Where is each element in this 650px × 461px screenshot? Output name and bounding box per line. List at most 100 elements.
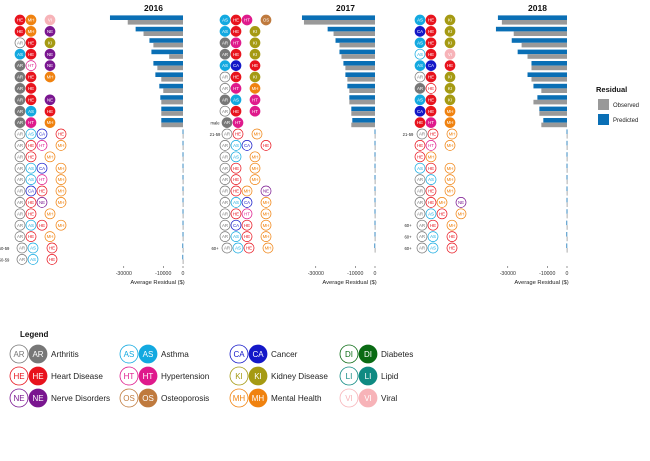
node-label: NE <box>47 29 53 34</box>
row-label: 60+ <box>404 246 412 251</box>
node-he <box>427 219 439 231</box>
legend-code-filled: OS <box>142 394 154 403</box>
node-ca <box>25 185 37 197</box>
legend-outline-ne <box>9 388 29 408</box>
legend-code-outline: CA <box>233 350 245 359</box>
observed-bar <box>374 145 376 150</box>
node-he <box>425 94 437 106</box>
node-label: NE <box>47 63 53 68</box>
legend-outline-he <box>9 366 29 386</box>
node-label: HE <box>447 63 453 68</box>
node-label: MH <box>28 29 35 34</box>
legend-code-outline: OS <box>123 394 135 403</box>
node-ar <box>221 128 233 140</box>
observed-bar <box>374 191 376 196</box>
node-label: HE <box>428 18 434 23</box>
node-mh <box>444 140 456 151</box>
node-he <box>14 26 26 37</box>
legend-code-outline: MH <box>233 394 246 403</box>
predicted-bar <box>151 49 183 55</box>
node-label: MH <box>447 143 454 148</box>
x-axis-label: Average Residual ($) <box>322 280 376 286</box>
node-ar <box>414 71 426 83</box>
node-label: AR <box>222 166 228 171</box>
node-as <box>414 37 426 49</box>
node-label: AR <box>222 189 228 194</box>
observed-bar <box>374 225 376 230</box>
observed-bar <box>182 134 184 139</box>
node-label: AR <box>222 234 228 239</box>
node-he <box>25 37 37 49</box>
node-label: AR <box>17 200 23 205</box>
node-label: NE <box>39 200 45 205</box>
node-label: HE <box>428 200 434 205</box>
observed-bar <box>339 42 375 48</box>
node-as <box>425 208 437 220</box>
node-he <box>425 26 437 37</box>
predicted-bar <box>182 220 184 226</box>
node-he <box>425 48 437 60</box>
legend-code-outline: LI <box>346 372 353 381</box>
node-as <box>25 174 37 185</box>
x-tick-label: -10000 <box>539 271 555 277</box>
legend-code-outline: HE <box>13 372 24 381</box>
node-label: HE <box>252 63 258 68</box>
node-ca <box>230 60 242 71</box>
node-he <box>36 219 48 231</box>
node-label: HE <box>263 143 269 148</box>
node-label: HE <box>439 211 445 216</box>
node-ar <box>219 151 231 163</box>
node-label: HT <box>244 18 250 23</box>
observed-bar <box>374 248 376 253</box>
predicted-bar <box>182 129 184 134</box>
node-label: AR <box>17 40 23 45</box>
observed-bar <box>153 42 183 48</box>
observed-bar <box>351 122 375 128</box>
observed-bar <box>566 145 568 150</box>
legend-name-mh: Mental Health <box>271 394 322 403</box>
node-label: HE <box>233 109 239 114</box>
node-label: HE <box>428 86 434 91</box>
residual-swatch-predicted <box>598 114 609 125</box>
legend-name-as: Asthma <box>161 350 189 359</box>
node-label: AR <box>17 143 23 148</box>
node-label: AR <box>17 86 23 91</box>
node-ar <box>219 37 231 49</box>
observed-bar <box>143 31 183 36</box>
node-ki <box>444 37 456 49</box>
legend-item-ki: KI KI Kidney Disease <box>229 366 328 386</box>
node-ca <box>414 105 426 117</box>
legend-outline-ca <box>229 344 249 364</box>
node-label: CA <box>39 166 45 171</box>
node-label: HT <box>233 86 239 91</box>
node-ar <box>14 105 26 117</box>
node-label: KI <box>253 75 257 80</box>
node-ar <box>14 231 26 242</box>
legend-item-ht: HT HT Hypertension <box>119 366 210 386</box>
node-mh <box>444 162 456 174</box>
legend-name-di: Diabetes <box>381 350 413 359</box>
node-label: AS <box>428 211 434 216</box>
node-label: AR <box>222 97 228 102</box>
panel-2016: 2016 HE MH VI HE MH NE AR HE KI AS HE NE AR HT NE AR HE MH… <box>0 3 185 286</box>
node-label: AS <box>233 200 239 205</box>
node-ar <box>219 71 231 83</box>
observed-bar <box>182 202 184 207</box>
legend-item-he: HE HE Heart Disease <box>9 366 103 386</box>
predicted-bar <box>155 72 183 77</box>
predicted-bar <box>495 26 567 32</box>
node-mh <box>55 185 67 197</box>
node-ar <box>414 197 426 208</box>
predicted-bar <box>351 106 375 112</box>
predicted-bar <box>182 152 184 157</box>
predicted-bar <box>352 118 375 123</box>
node-label: AR <box>222 223 228 228</box>
predicted-bar <box>374 209 376 214</box>
node-ht <box>36 174 48 185</box>
legend-filled-os <box>138 388 158 408</box>
node-mh <box>55 197 67 208</box>
observed-bar <box>127 20 183 25</box>
node-ar <box>414 83 426 94</box>
node-ca <box>241 140 253 151</box>
node-label: AR <box>17 166 23 171</box>
